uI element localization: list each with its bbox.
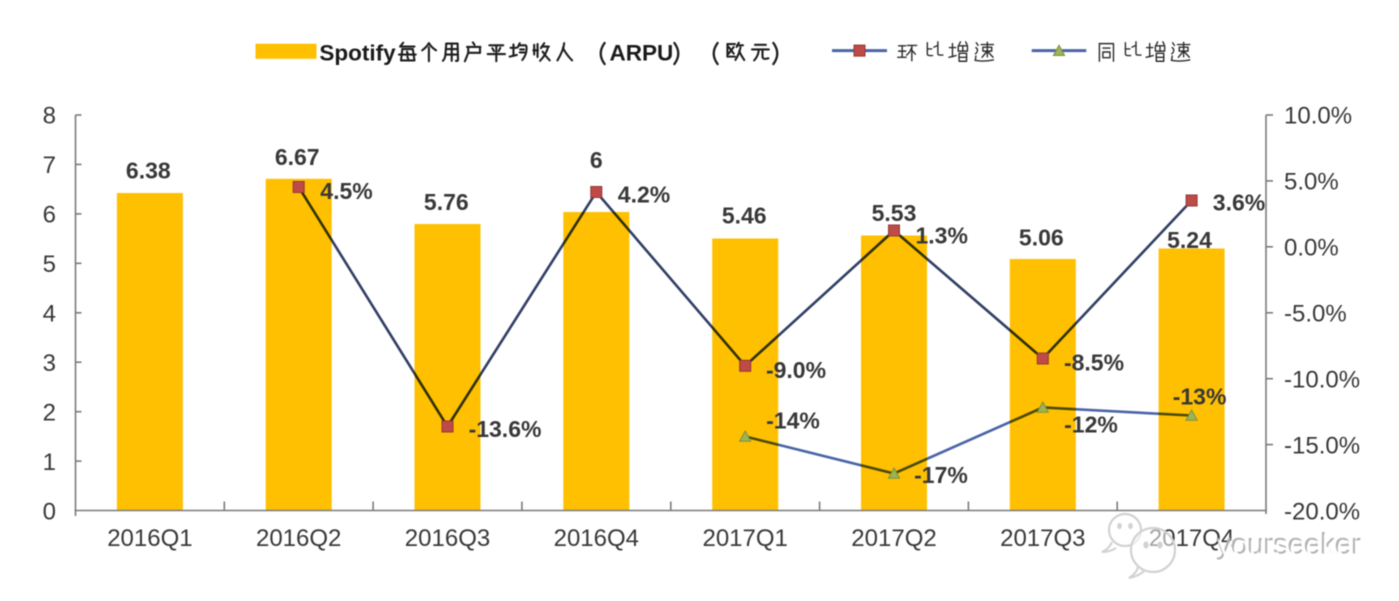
svg-text:4.5%: 4.5% [320,178,372,204]
svg-text:-10.0%: -10.0% [1284,366,1360,393]
svg-text:0: 0 [43,498,56,525]
svg-text:0.0%: 0.0% [1284,235,1339,262]
svg-text:3: 3 [43,350,56,377]
svg-text:-8.5%: -8.5% [1064,349,1124,375]
svg-text:yourseeker: yourseeker [1216,528,1361,561]
svg-text:-9.0%: -9.0% [766,357,826,383]
svg-text:-12%: -12% [1064,411,1118,437]
svg-text:4.2%: 4.2% [618,181,670,207]
svg-text:-14%: -14% [766,407,820,433]
svg-text:-13%: -13% [1173,384,1227,410]
svg-text:6.67: 6.67 [275,144,320,170]
svg-text:2017Q2: 2017Q2 [851,525,936,552]
svg-text:5.53: 5.53 [872,200,917,226]
svg-text:yourseeker: yourseeker [1218,530,1363,563]
svg-text:ARPU: ARPU [610,41,674,66]
svg-text:2: 2 [43,399,56,426]
svg-text:5.06: 5.06 [1019,225,1064,251]
svg-text:-15.0%: -15.0% [1284,432,1360,459]
svg-text:4: 4 [43,301,56,328]
svg-text:5.24: 5.24 [1167,227,1212,253]
svg-text:7: 7 [43,152,56,179]
svg-text:5.76: 5.76 [424,189,469,215]
svg-text:2017Q1: 2017Q1 [702,525,787,552]
svg-text:5.0%: 5.0% [1284,169,1339,196]
svg-text:-17%: -17% [914,462,968,488]
svg-text:2016Q2: 2016Q2 [256,525,341,552]
svg-text:-20.0%: -20.0% [1284,498,1360,525]
svg-text:3.6%: 3.6% [1213,189,1265,215]
svg-text:8: 8 [43,103,56,130]
svg-text:1: 1 [43,449,56,476]
svg-text:2017Q3: 2017Q3 [1000,525,1085,552]
svg-text:-13.6%: -13.6% [469,416,542,442]
svg-text:5: 5 [43,251,56,278]
svg-text:10.0%: 10.0% [1284,103,1352,130]
svg-text:6: 6 [590,147,603,173]
svg-text:1.3%: 1.3% [915,222,967,248]
svg-text:2016Q1: 2016Q1 [107,525,192,552]
svg-text:-5.0%: -5.0% [1284,301,1347,328]
svg-text:5.46: 5.46 [722,202,767,228]
svg-text:Spotify: Spotify [319,41,396,66]
svg-text:2016Q4: 2016Q4 [554,525,639,552]
svg-text:2016Q3: 2016Q3 [405,525,490,552]
svg-text:6: 6 [43,202,56,229]
svg-text:6.38: 6.38 [126,157,171,183]
